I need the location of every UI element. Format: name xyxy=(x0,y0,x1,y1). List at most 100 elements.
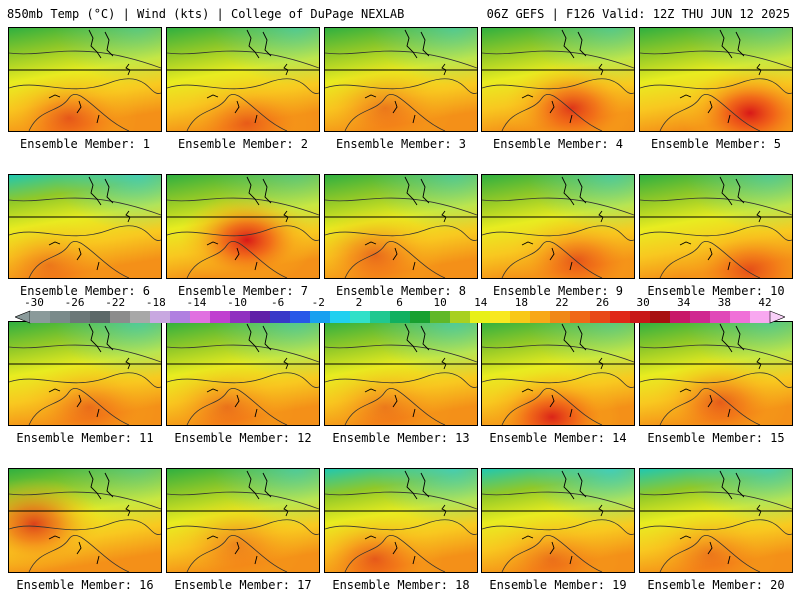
scale-color-swatch xyxy=(610,311,631,323)
ensemble-map-panel xyxy=(8,27,162,132)
scale-color-swatch xyxy=(310,311,331,323)
ensemble-member-label: Ensemble Member: 2 xyxy=(177,137,309,151)
scale-tick-label: -26 xyxy=(64,296,85,309)
scale-color-swatch xyxy=(430,311,451,323)
temperature-color-scale xyxy=(15,310,785,324)
scale-tick-label: 2 xyxy=(355,296,363,309)
ensemble-map-panel xyxy=(324,468,478,573)
ensemble-map-panel xyxy=(166,468,320,573)
ensemble-map-panel xyxy=(166,27,320,132)
scale-color-swatch xyxy=(730,311,751,323)
ensemble-map-panel xyxy=(324,321,478,426)
scale-color-swatch xyxy=(670,311,691,323)
ensemble-map-panel xyxy=(166,321,320,426)
chart-title: 850mb Temp (°C) | Wind (kts) | College o… xyxy=(7,7,405,21)
scale-tick-label: 22 xyxy=(555,296,569,309)
scale-tick-label: 18 xyxy=(514,296,528,309)
scale-color-swatch xyxy=(450,311,471,323)
scale-tick-label: 10 xyxy=(433,296,447,309)
scale-tick-label: -10 xyxy=(227,296,247,309)
scale-color-swatch xyxy=(410,311,431,323)
scale-tick-label: -30 xyxy=(24,296,44,309)
ensemble-member-label: Ensemble Member: 14 xyxy=(489,431,627,445)
ensemble-member-label: Ensemble Member: 13 xyxy=(332,431,470,445)
scale-color-swatch xyxy=(150,311,171,323)
ensemble-map-panel xyxy=(639,27,793,132)
scale-color-swatch xyxy=(590,311,611,323)
scale-tick-label: 30 xyxy=(636,296,650,309)
ensemble-map-panel xyxy=(639,468,793,573)
ensemble-member-label: Ensemble Member: 4 xyxy=(492,137,624,151)
scale-color-swatch xyxy=(630,311,651,323)
ensemble-member-label: Ensemble Member: 17 xyxy=(174,578,312,592)
scale-tick-label: 38 xyxy=(717,296,731,309)
scale-color-swatch xyxy=(470,311,491,323)
ensemble-map-panel xyxy=(639,321,793,426)
scale-color-swatch xyxy=(190,311,211,323)
scale-color-swatch xyxy=(110,311,131,323)
scale-color-swatch xyxy=(690,311,711,323)
ensemble-map-panel xyxy=(481,468,635,573)
scale-color-swatch xyxy=(130,311,151,323)
ensemble-map-panel xyxy=(8,321,162,426)
scale-color-swatch xyxy=(250,311,271,323)
scale-color-swatch xyxy=(490,311,511,323)
scale-min-arrow xyxy=(15,310,31,324)
scale-color-swatch xyxy=(30,311,51,323)
scale-color-swatch xyxy=(270,311,291,323)
ensemble-map-panel xyxy=(8,174,162,279)
ensemble-member-label: Ensemble Member: 19 xyxy=(489,578,627,592)
ensemble-map-panel xyxy=(481,27,635,132)
ensemble-map-panel xyxy=(481,174,635,279)
ensemble-member-label: Ensemble Member: 9 xyxy=(492,284,624,298)
scale-color-swatch xyxy=(50,311,71,323)
ensemble-member-label: Ensemble Member: 16 xyxy=(16,578,154,592)
scale-tick-label: -2 xyxy=(311,296,325,309)
ensemble-member-label: Ensemble Member: 11 xyxy=(16,431,154,445)
scale-tick-label: 6 xyxy=(396,296,403,309)
scale-tick-label: 26 xyxy=(595,296,610,309)
scale-color-swatch xyxy=(230,311,251,323)
scale-tick-label: 42 xyxy=(758,296,772,309)
ensemble-map-panel xyxy=(481,321,635,426)
run-valid-time: 06Z GEFS | F126 Valid: 12Z THU JUN 12 20… xyxy=(486,7,790,21)
ensemble-map-panel xyxy=(324,27,478,132)
ensemble-member-label: Ensemble Member: 10 xyxy=(647,284,785,298)
ensemble-member-label: Ensemble Member: 7 xyxy=(177,284,309,298)
ensemble-map-panel xyxy=(166,174,320,279)
scale-color-swatch xyxy=(390,311,411,323)
ensemble-member-label: Ensemble Member: 1 xyxy=(19,137,151,151)
ensemble-member-label: Ensemble Member: 8 xyxy=(335,284,467,298)
scale-tick-label: 14 xyxy=(474,296,488,309)
ensemble-map-panel xyxy=(324,174,478,279)
scale-color-swatch xyxy=(70,311,91,323)
scale-color-swatch xyxy=(710,311,731,323)
scale-color-swatch xyxy=(170,311,191,323)
scale-tick-label: 34 xyxy=(677,296,691,309)
ensemble-member-label: Ensemble Member: 3 xyxy=(335,137,467,151)
ensemble-member-label: Ensemble Member: 12 xyxy=(174,431,312,445)
scale-tick-label: -6 xyxy=(271,296,285,309)
scale-tick-label: -22 xyxy=(105,296,126,309)
ensemble-map-panel xyxy=(639,174,793,279)
ensemble-member-label: Ensemble Member: 20 xyxy=(647,578,785,592)
ensemble-member-label: Ensemble Member: 6 xyxy=(19,284,151,298)
scale-color-swatch xyxy=(210,311,231,323)
scale-color-swatch xyxy=(550,311,571,323)
ensemble-member-label: Ensemble Member: 5 xyxy=(650,137,782,151)
scale-color-swatch xyxy=(650,311,671,323)
scale-color-swatch xyxy=(510,311,531,323)
scale-color-swatch xyxy=(290,311,311,323)
scale-tick-label: -18 xyxy=(145,296,166,309)
scale-tick-label: -14 xyxy=(186,296,207,309)
scale-color-swatch xyxy=(750,311,771,323)
ensemble-member-label: Ensemble Member: 18 xyxy=(332,578,470,592)
scale-max-arrow xyxy=(769,310,785,324)
ensemble-member-label: Ensemble Member: 15 xyxy=(647,431,785,445)
scale-color-swatch xyxy=(330,311,351,323)
scale-color-swatch xyxy=(90,311,111,323)
ensemble-map-panel xyxy=(8,468,162,573)
scale-color-swatch xyxy=(350,311,371,323)
scale-color-swatch xyxy=(370,311,391,323)
scale-color-swatch xyxy=(530,311,551,323)
